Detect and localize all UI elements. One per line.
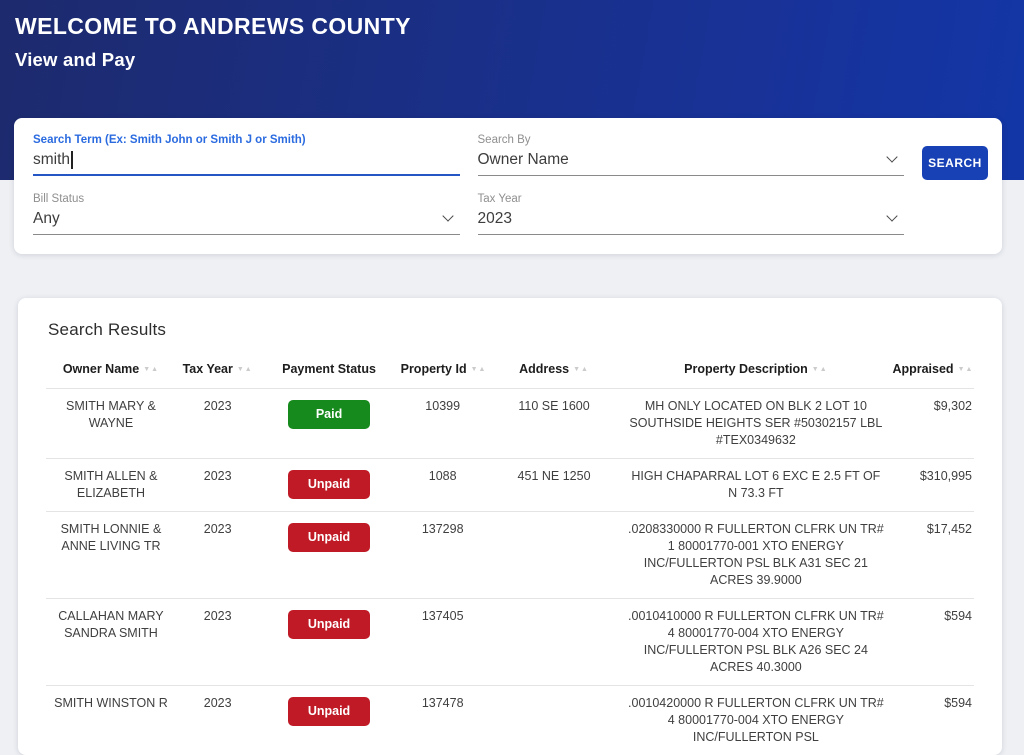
text-cursor bbox=[71, 151, 73, 169]
chevron-down-icon[interactable] bbox=[886, 210, 897, 221]
property-id-cell: 1088 bbox=[399, 459, 487, 512]
payment-status-cell: Unpaid bbox=[259, 512, 398, 599]
owner-name-cell: CALLAHAN MARY SANDRA SMITH bbox=[46, 599, 176, 686]
results-header-row: Owner Name▼▲ Tax Year▼▲ Payment Status P… bbox=[46, 352, 974, 389]
property-id-cell: 137298 bbox=[399, 512, 487, 599]
result-row[interactable]: CALLAHAN MARY SANDRA SMITH 2023 Unpaid 1… bbox=[46, 599, 974, 686]
payment-status-cell: Unpaid bbox=[259, 459, 398, 512]
owner-name-cell: SMITH LONNIE & ANNE LIVING TR bbox=[46, 512, 176, 599]
property-id-cell: 137405 bbox=[399, 599, 487, 686]
payment-status-cell: Unpaid bbox=[259, 686, 398, 755]
result-row[interactable]: SMITH LONNIE & ANNE LIVING TR 2023 Unpai… bbox=[46, 512, 974, 599]
result-row[interactable]: SMITH ALLEN & ELIZABETH 2023 Unpaid 1088… bbox=[46, 459, 974, 512]
property-id-cell: 10399 bbox=[399, 389, 487, 459]
search-form: Search Term (Ex: Smith John or Smith J o… bbox=[33, 134, 988, 235]
search-term-field[interactable]: Search Term (Ex: Smith John or Smith J o… bbox=[33, 134, 460, 176]
sort-icon: ▼▲ bbox=[812, 366, 828, 373]
search-results-panel: Search Results Owner Name▼▲ Tax Year▼▲ P… bbox=[18, 298, 1002, 755]
appraised-cell: $310,995 bbox=[890, 459, 974, 512]
results-table: Owner Name▼▲ Tax Year▼▲ Payment Status P… bbox=[46, 352, 974, 755]
owner-name-cell: SMITH MARY & WAYNE bbox=[46, 389, 176, 459]
chevron-down-icon[interactable] bbox=[886, 151, 897, 162]
payment-status-cell: Paid bbox=[259, 389, 398, 459]
property-description-cell: MH ONLY LOCATED ON BLK 2 LOT 10 SOUTHSID… bbox=[621, 389, 890, 459]
chevron-down-icon[interactable] bbox=[442, 210, 453, 221]
property-description-cell: .0010410000 R FULLERTON CLFRK UN TR# 4 8… bbox=[621, 599, 890, 686]
tax-year-cell: 2023 bbox=[176, 512, 260, 599]
address-cell bbox=[487, 512, 622, 599]
column-header-payment-status[interactable]: Payment Status bbox=[259, 352, 398, 389]
tax-year-select[interactable]: Tax Year 2023 bbox=[478, 193, 905, 235]
appraised-cell: $594 bbox=[890, 686, 974, 755]
property-description-cell: .0208330000 R FULLERTON CLFRK UN TR# 1 8… bbox=[621, 512, 890, 599]
address-cell bbox=[487, 686, 622, 755]
tax-year-cell: 2023 bbox=[176, 599, 260, 686]
property-description-cell: .0010420000 R FULLERTON CLFRK UN TR# 4 8… bbox=[621, 686, 890, 755]
column-header-address[interactable]: Address▼▲ bbox=[487, 352, 622, 389]
payment-status-badge[interactable]: Unpaid bbox=[288, 697, 370, 726]
sort-icon: ▼▲ bbox=[573, 366, 589, 373]
address-cell: 110 SE 1600 bbox=[487, 389, 622, 459]
search-button[interactable]: SEARCH bbox=[922, 146, 988, 180]
tax-year-cell: 2023 bbox=[176, 686, 260, 755]
search-by-select[interactable]: Search By Owner Name bbox=[478, 134, 905, 176]
results-title: Search Results bbox=[48, 320, 974, 340]
payment-status-badge[interactable]: Unpaid bbox=[288, 610, 370, 639]
search-by-label: Search By bbox=[478, 134, 905, 146]
address-cell: 451 NE 1250 bbox=[487, 459, 622, 512]
column-header-tax-year[interactable]: Tax Year▼▲ bbox=[176, 352, 260, 389]
search-term-label: Search Term (Ex: Smith John or Smith J o… bbox=[33, 134, 460, 146]
property-description-cell: HIGH CHAPARRAL LOT 6 EXC E 2.5 FT OF N 7… bbox=[621, 459, 890, 512]
result-row[interactable]: SMITH WINSTON R 2023 Unpaid 137478 .0010… bbox=[46, 686, 974, 755]
property-id-cell: 137478 bbox=[399, 686, 487, 755]
sort-icon: ▼▲ bbox=[471, 366, 487, 373]
appraised-cell: $9,302 bbox=[890, 389, 974, 459]
payment-status-badge[interactable]: Unpaid bbox=[288, 523, 370, 552]
tax-year-value: 2023 bbox=[478, 210, 512, 228]
search-by-value: Owner Name bbox=[478, 151, 569, 169]
payment-status-badge[interactable]: Unpaid bbox=[288, 470, 370, 499]
sort-icon: ▼▲ bbox=[958, 366, 974, 373]
bill-status-value: Any bbox=[33, 210, 60, 228]
payment-status-badge[interactable]: Paid bbox=[288, 400, 370, 429]
sort-icon: ▼▲ bbox=[143, 366, 159, 373]
page-title: WELCOME TO ANDREWS COUNTY bbox=[15, 13, 1008, 40]
tax-year-label: Tax Year bbox=[478, 193, 905, 205]
column-header-property-description[interactable]: Property Description▼▲ bbox=[621, 352, 890, 389]
owner-name-cell: SMITH WINSTON R bbox=[46, 686, 176, 755]
owner-name-cell: SMITH ALLEN & ELIZABETH bbox=[46, 459, 176, 512]
column-header-owner-name[interactable]: Owner Name▼▲ bbox=[46, 352, 176, 389]
page-subtitle: View and Pay bbox=[15, 49, 1008, 71]
appraised-cell: $17,452 bbox=[890, 512, 974, 599]
sort-icon: ▼▲ bbox=[237, 366, 253, 373]
search-term-input[interactable]: smith bbox=[33, 151, 70, 169]
result-row[interactable]: SMITH MARY & WAYNE 2023 Paid 10399 110 S… bbox=[46, 389, 974, 459]
bill-status-select[interactable]: Bill Status Any bbox=[33, 193, 460, 235]
address-cell bbox=[487, 599, 622, 686]
tax-year-cell: 2023 bbox=[176, 459, 260, 512]
column-header-property-id[interactable]: Property Id▼▲ bbox=[399, 352, 487, 389]
payment-status-cell: Unpaid bbox=[259, 599, 398, 686]
tax-year-cell: 2023 bbox=[176, 389, 260, 459]
search-panel: Search Term (Ex: Smith John or Smith J o… bbox=[14, 118, 1002, 254]
column-header-appraised[interactable]: Appraised▼▲ bbox=[890, 352, 974, 389]
bill-status-label: Bill Status bbox=[33, 193, 460, 205]
appraised-cell: $594 bbox=[890, 599, 974, 686]
